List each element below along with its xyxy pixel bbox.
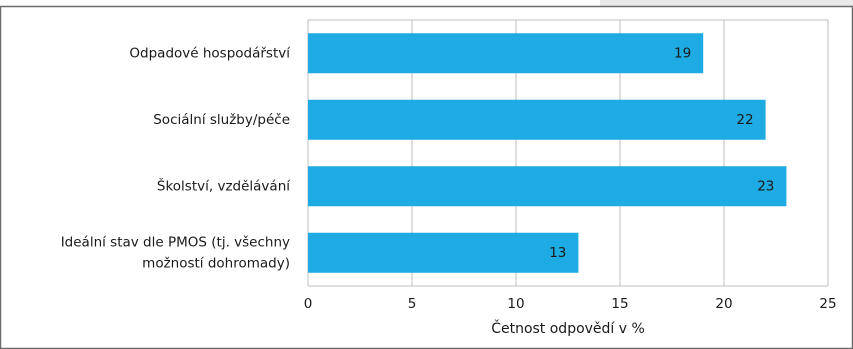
bar (308, 33, 704, 74)
data-label: 19 (674, 45, 691, 61)
bar (308, 166, 787, 207)
header-tab (600, 0, 853, 6)
category-label: Školství, vzdělávání (157, 176, 291, 194)
data-label: 13 (549, 245, 566, 261)
category-labels: Odpadové hospodářství Sociální služby/péč… (61, 45, 292, 271)
x-tick-label: 0 (304, 296, 313, 312)
x-tick-label: 5 (408, 296, 417, 312)
category-label: Ideální stav dle PMOS (tj. všechny (61, 234, 290, 250)
data-label: 23 (757, 178, 774, 194)
data-label: 22 (736, 112, 753, 128)
bar (308, 232, 579, 273)
x-tick-label: 25 (819, 296, 836, 312)
category-label: Sociální služby/péče (153, 112, 290, 128)
category-label: Odpadové hospodářství (129, 45, 291, 61)
bars (308, 33, 787, 273)
x-tick-label: 15 (611, 296, 628, 312)
bar (308, 99, 766, 140)
x-axis-title: Četnost odpovědí v % (491, 319, 645, 337)
x-tick-labels: 0 5 10 15 20 25 (304, 296, 837, 312)
x-tick-label: 20 (715, 296, 732, 312)
x-tick-label: 10 (507, 296, 524, 312)
value-labels: 19 22 23 13 (549, 45, 774, 261)
category-label: možností dohromady) (142, 255, 290, 271)
